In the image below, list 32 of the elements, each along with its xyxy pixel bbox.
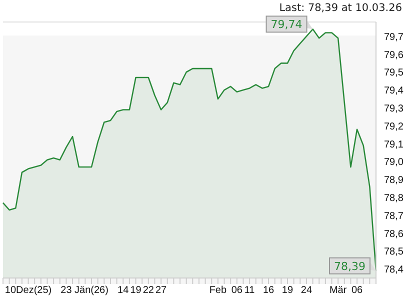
y-tick-label: 78,9 xyxy=(384,175,404,186)
x-tick-label: Jän(26) xyxy=(74,285,108,296)
x-tick-label: 19 xyxy=(130,285,142,296)
x-tick-label: 16 xyxy=(262,285,275,296)
y-tick-label: 78,4 xyxy=(384,264,404,276)
x-tick-label: 11 xyxy=(244,285,256,296)
x-tick-label: 24 xyxy=(300,285,312,296)
y-tick-label: 78,7 xyxy=(384,210,404,222)
annotation: 79,74 xyxy=(270,18,302,32)
x-tick-label: 19 xyxy=(282,285,294,296)
y-tick-label: 79,0 xyxy=(384,157,404,168)
x-tick-label: Feb xyxy=(209,285,227,296)
x-tick-label: 22 xyxy=(142,285,154,296)
y-tick-label: 78,6 xyxy=(384,228,404,240)
x-tick-label: 06 xyxy=(231,285,243,296)
y-tick-label: 79,4 xyxy=(384,86,404,97)
x-tick-label: 14 xyxy=(118,285,130,296)
y-tick-label: 78,8 xyxy=(384,192,404,204)
x-tick-label: 06 xyxy=(351,285,364,296)
y-tick-label: 79,5 xyxy=(384,68,404,79)
x-tick-label: 23 xyxy=(60,285,72,296)
chart-title: Last: 78,39 at 10.03.26 xyxy=(279,2,402,14)
y-tick-label: 79,6 xyxy=(384,50,404,61)
x-tick-label: 10Dez(25) xyxy=(4,285,52,296)
y-tick-label: 79,2 xyxy=(384,121,404,132)
x-tick-label: Mär xyxy=(329,285,348,296)
annotation: 78,39 xyxy=(334,260,366,273)
y-tick-label: 78,5 xyxy=(384,246,404,258)
y-tick-label: 79,1 xyxy=(384,139,404,150)
y-tick-label: 79,3 xyxy=(384,103,404,114)
x-tick-label: 27 xyxy=(155,285,168,296)
y-tick-label: 79,7 xyxy=(384,32,404,43)
